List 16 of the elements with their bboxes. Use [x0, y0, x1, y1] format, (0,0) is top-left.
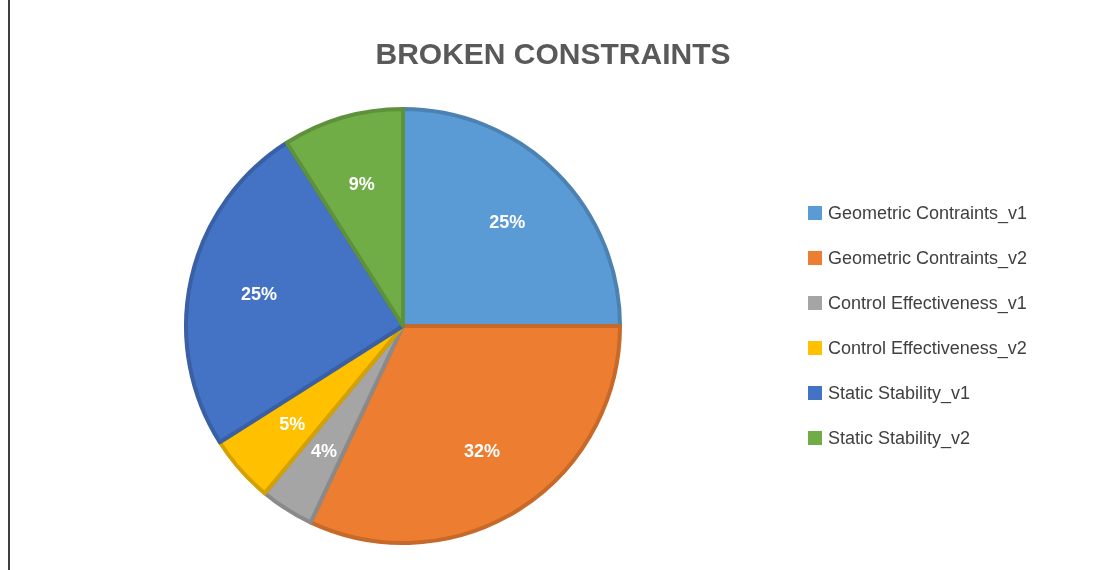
data-label: 25%: [489, 211, 526, 232]
pie-slice: [184, 140, 405, 445]
legend-label: Geometric Contraints_v1: [828, 203, 1028, 224]
legend-label: Static Stability_v2: [828, 428, 971, 449]
data-label: 32%: [464, 440, 501, 461]
legend-label: Control Effectiveness_v1: [828, 293, 1027, 314]
data-label: 4%: [310, 440, 337, 461]
chart-title: BROKEN CONSTRAINTS: [375, 37, 731, 70]
data-label: 9%: [348, 174, 375, 195]
data-label: 5%: [279, 413, 306, 434]
data-label: 25%: [240, 283, 278, 304]
legend-label: Control Effectiveness_v2: [828, 338, 1027, 359]
legend-label: Geometric Contraints_v2: [828, 248, 1028, 269]
pie-slice: [308, 324, 622, 545]
legend-label: Static Stability_v1: [828, 383, 971, 404]
pie-slice: [284, 107, 405, 328]
